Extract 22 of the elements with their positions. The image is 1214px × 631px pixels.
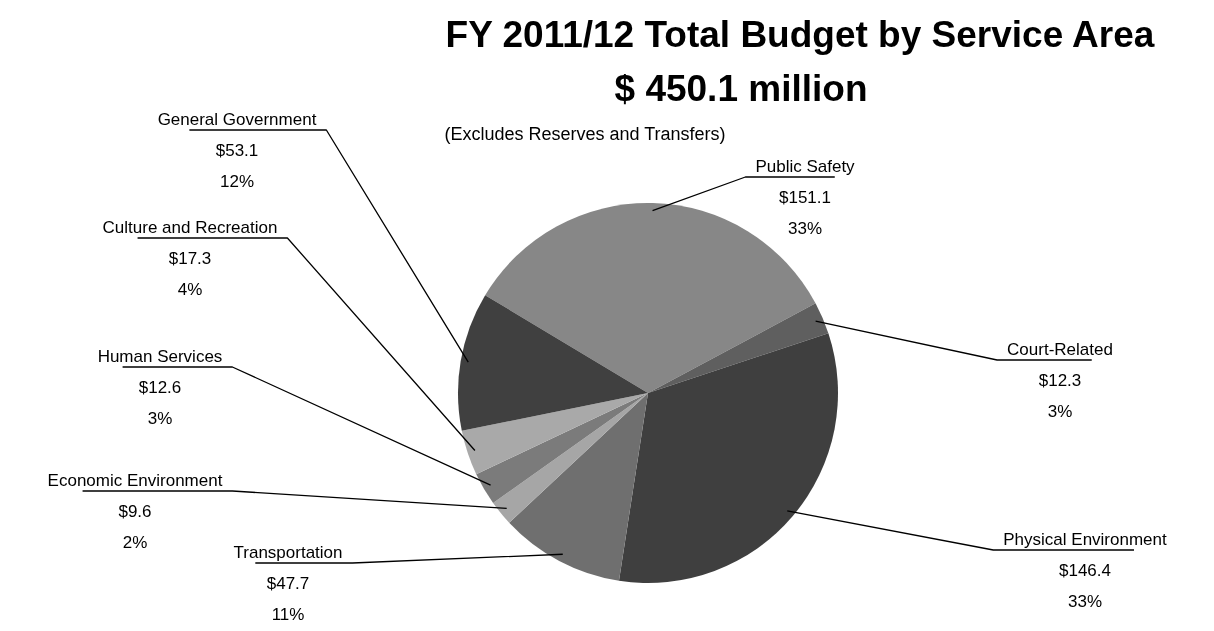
slice-label: Physical Environment bbox=[1003, 530, 1167, 549]
pie-slice bbox=[458, 295, 648, 431]
slice-label: Public Safety bbox=[755, 157, 856, 176]
chart-subtitle: $ 450.1 million bbox=[614, 68, 868, 109]
slice-label: Culture and Recreation bbox=[102, 218, 278, 237]
chart-title: FY 2011/12 Total Budget by Service Area bbox=[445, 14, 1155, 55]
data-label: $151.1 33% bbox=[779, 188, 831, 238]
data-label: $9.6 2% bbox=[118, 502, 152, 552]
data-label: $12.6 3% bbox=[138, 378, 182, 428]
pie-slice bbox=[648, 303, 829, 393]
slice-label: General Government bbox=[157, 110, 317, 129]
data-label: $17.3 4% bbox=[168, 249, 212, 299]
slice-label: Transportation bbox=[233, 543, 343, 562]
text: (Excludes Reserves and Transfers) bbox=[444, 124, 726, 144]
pie-slice bbox=[618, 333, 838, 583]
data-label: $47.7 11% bbox=[266, 574, 310, 624]
data-label: $53.1 12% bbox=[215, 141, 259, 191]
data-label: $146.4 33% bbox=[1059, 561, 1111, 611]
data-label: $12.3 3% bbox=[1038, 371, 1082, 421]
slice-label: Human Services bbox=[97, 347, 223, 366]
slice-label: Court-Related bbox=[1007, 340, 1113, 359]
slice-label: Economic Environment bbox=[47, 471, 223, 490]
